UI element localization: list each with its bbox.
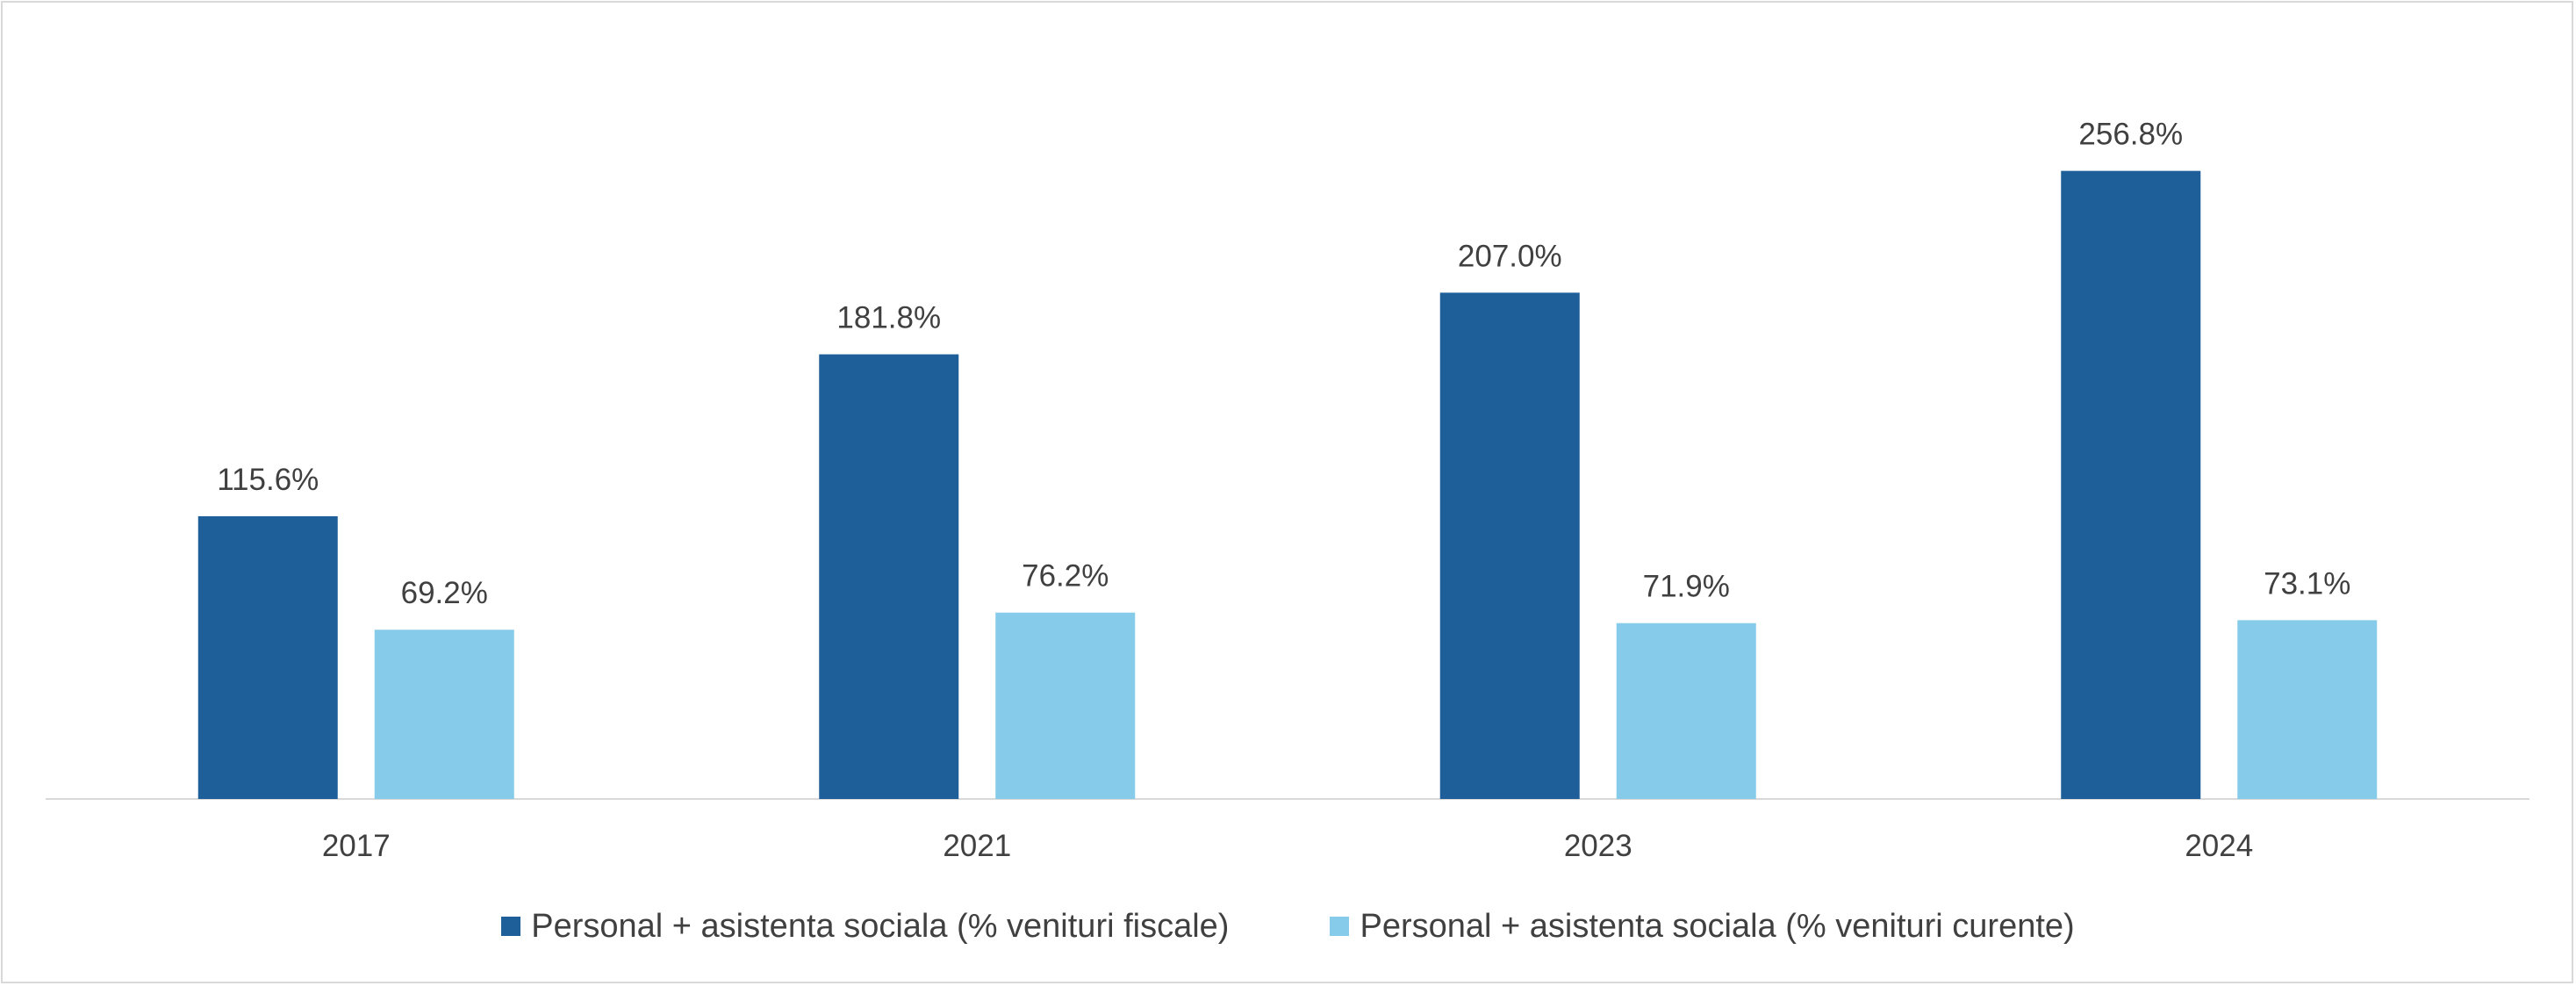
- legend-entry-fiscale: Personal + asistenta sociala (% venituri…: [501, 908, 1229, 946]
- data-label-curente-2017: 69.2%: [401, 576, 488, 610]
- x-tick-label-2017: 2017: [322, 829, 391, 863]
- data-label-curente-2023: 71.9%: [1643, 570, 1730, 604]
- legend-label-fiscale: Personal + asistenta sociala (% venituri…: [531, 907, 1230, 945]
- bar-fiscale-2021: [819, 354, 959, 799]
- bar-curente-2023: [1616, 623, 1756, 799]
- legend-swatch-fiscale: [501, 917, 521, 936]
- data-label-fiscale-2021: 181.8%: [836, 301, 941, 335]
- x-tick-label-2023: 2023: [1564, 829, 1632, 863]
- x-tick-label-2024: 2024: [2185, 829, 2253, 863]
- x-tick-label-2021: 2021: [943, 829, 1011, 863]
- legend: Personal + asistenta sociala (% venituri…: [0, 904, 2576, 948]
- data-label-fiscale-2017: 115.6%: [217, 463, 319, 497]
- data-label-curente-2021: 76.2%: [1022, 559, 1109, 594]
- bar-fiscale-2023: [1439, 292, 1580, 799]
- legend-label-curente: Personal + asistenta sociala (% venituri…: [1360, 907, 2075, 945]
- bar-fiscale-2017: [197, 515, 338, 799]
- legend-entry-curente: Personal + asistenta sociala (% venituri…: [1330, 907, 2075, 946]
- bar-fiscale-2024: [2061, 170, 2201, 800]
- data-label-fiscale-2024: 256.8%: [2078, 118, 2183, 152]
- data-label-curente-2024: 73.1%: [2264, 566, 2350, 601]
- data-label-fiscale-2023: 207.0%: [1458, 239, 1562, 273]
- legend-swatch-curente: [1330, 917, 1350, 936]
- bar-curente-2021: [995, 612, 1136, 799]
- bar-curente-2024: [2237, 620, 2378, 799]
- bar-curente-2017: [374, 630, 514, 799]
